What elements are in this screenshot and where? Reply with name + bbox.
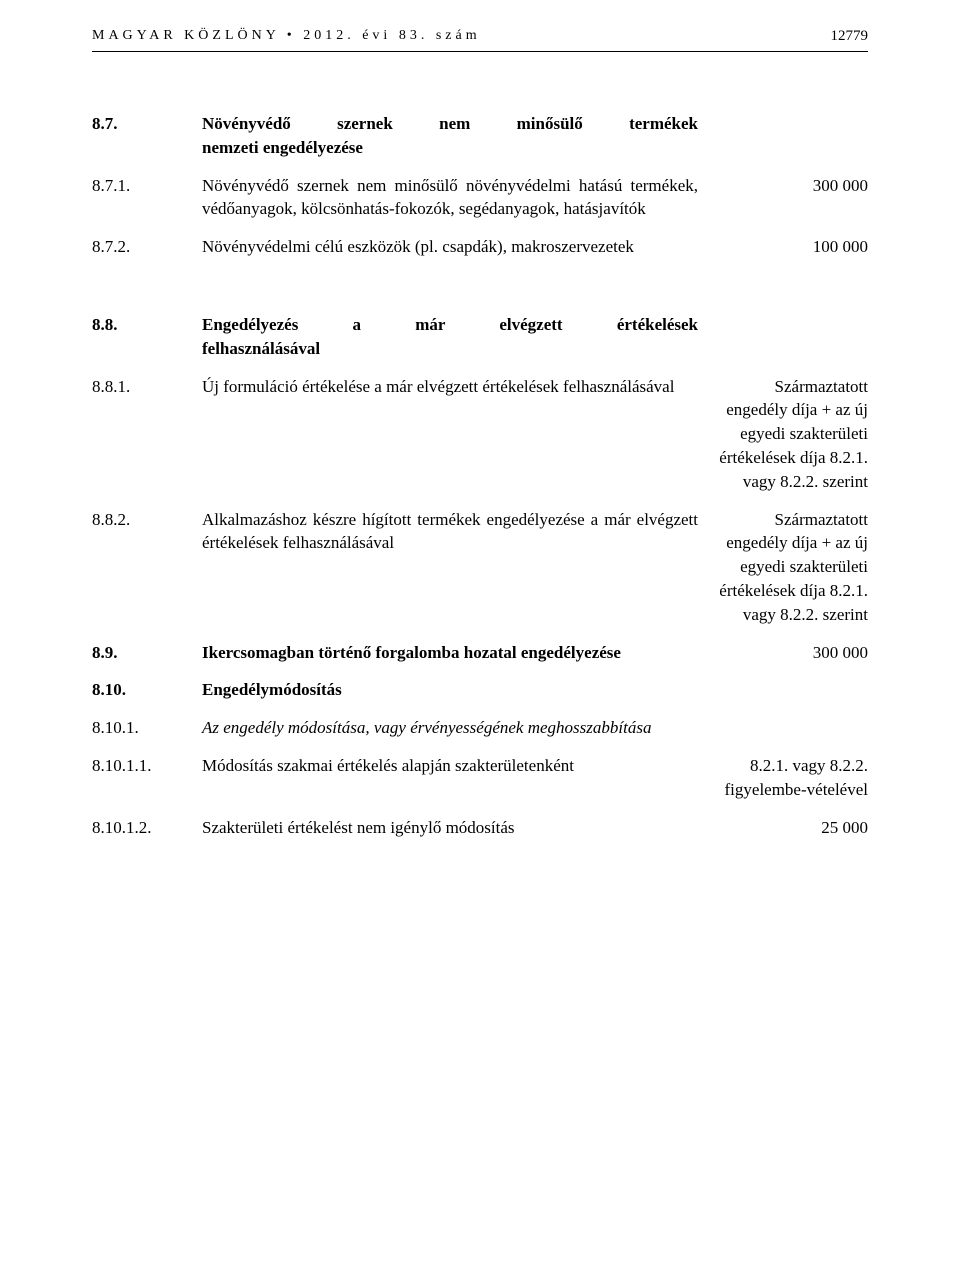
row-text: Az engedély módosítása, vagy érvényesség… bbox=[202, 716, 718, 740]
row-value: 100 000 bbox=[718, 235, 868, 259]
header-left: MAGYAR KÖZLÖNY • 2012. évi 83. szám bbox=[92, 28, 481, 45]
row-text: Új formuláció értékelése a már elvégzett… bbox=[202, 375, 718, 494]
row-value: 8.2.1. vagy 8.2.2. figyelembe-vételével bbox=[718, 754, 868, 802]
section-8-10: 8.10. Engedélymódosítás bbox=[92, 678, 868, 702]
row-number: 8.8.1. bbox=[92, 375, 202, 494]
header-page-number: 12779 bbox=[831, 28, 869, 45]
row-number: 8.8. bbox=[92, 313, 202, 361]
row-8-10-1-2: 8.10.1.2. Szakterületi értékelést nem ig… bbox=[92, 816, 868, 840]
row-8-8-1: 8.8.1. Új formuláció értékelése a már el… bbox=[92, 375, 868, 494]
row-number: 8.9. bbox=[92, 641, 202, 665]
row-text: Ikercsomagban történő forgalomba hozatal… bbox=[202, 641, 718, 665]
row-value: 25 000 bbox=[718, 816, 868, 840]
row-text: Engedélyezés a már elvégzett értékelések… bbox=[202, 313, 718, 361]
row-text: Növényvédő szernek nem minősülő termékek… bbox=[202, 112, 718, 160]
page-header: MAGYAR KÖZLÖNY • 2012. évi 83. szám 1277… bbox=[0, 0, 960, 45]
row-value: Származtatott engedély díja + az új egye… bbox=[718, 375, 868, 494]
row-8-7-1: 8.7.1. Növényvédő szernek nem minősülő n… bbox=[92, 174, 868, 222]
row-number: 8.10. bbox=[92, 678, 202, 702]
row-value bbox=[718, 716, 868, 740]
row-text: Alkalmazáshoz készre hígított termékek e… bbox=[202, 508, 718, 627]
row-text-line2: nemzeti engedélyezése bbox=[202, 136, 698, 160]
row-number: 8.7. bbox=[92, 112, 202, 160]
document-body: 8.7. Növényvédő szernek nem minősülő ter… bbox=[0, 52, 960, 839]
row-value: 300 000 bbox=[718, 174, 868, 222]
row-value bbox=[718, 112, 868, 160]
section-8-7: 8.7. Növényvédő szernek nem minősülő ter… bbox=[92, 112, 868, 160]
row-text: Növényvédő szernek nem minősülő növényvé… bbox=[202, 174, 718, 222]
row-number: 8.10.1. bbox=[92, 716, 202, 740]
row-number: 8.7.1. bbox=[92, 174, 202, 222]
row-number: 8.10.1.1. bbox=[92, 754, 202, 802]
row-text: Növényvédelmi célú eszközök (pl. csapdák… bbox=[202, 235, 718, 259]
row-number: 8.8.2. bbox=[92, 508, 202, 627]
row-number: 8.7.2. bbox=[92, 235, 202, 259]
row-8-9: 8.9. Ikercsomagban történő forgalomba ho… bbox=[92, 641, 868, 665]
row-8-8-2: 8.8.2. Alkalmazáshoz készre hígított ter… bbox=[92, 508, 868, 627]
row-8-7-2: 8.7.2. Növényvédelmi célú eszközök (pl. … bbox=[92, 235, 868, 259]
row-value: 300 000 bbox=[718, 641, 868, 665]
row-text: Szakterületi értékelést nem igénylő módo… bbox=[202, 816, 718, 840]
row-text: Módosítás szakmai értékelés alapján szak… bbox=[202, 754, 718, 802]
row-text-line1: Növényvédő szernek nem minősülő termékek bbox=[202, 112, 698, 136]
row-value: Származtatott engedély díja + az új egye… bbox=[718, 508, 868, 627]
row-number: 8.10.1.2. bbox=[92, 816, 202, 840]
row-text-line2: felhasználásával bbox=[202, 337, 698, 361]
row-8-10-1-1: 8.10.1.1. Módosítás szakmai értékelés al… bbox=[92, 754, 868, 802]
row-text: Engedélymódosítás bbox=[202, 678, 718, 702]
row-8-10-1: 8.10.1. Az engedély módosítása, vagy érv… bbox=[92, 716, 868, 740]
row-text-line1: Engedélyezés a már elvégzett értékelések bbox=[202, 313, 698, 337]
section-8-8: 8.8. Engedélyezés a már elvégzett értéke… bbox=[92, 313, 868, 361]
row-value bbox=[718, 678, 868, 702]
row-value bbox=[718, 313, 868, 361]
